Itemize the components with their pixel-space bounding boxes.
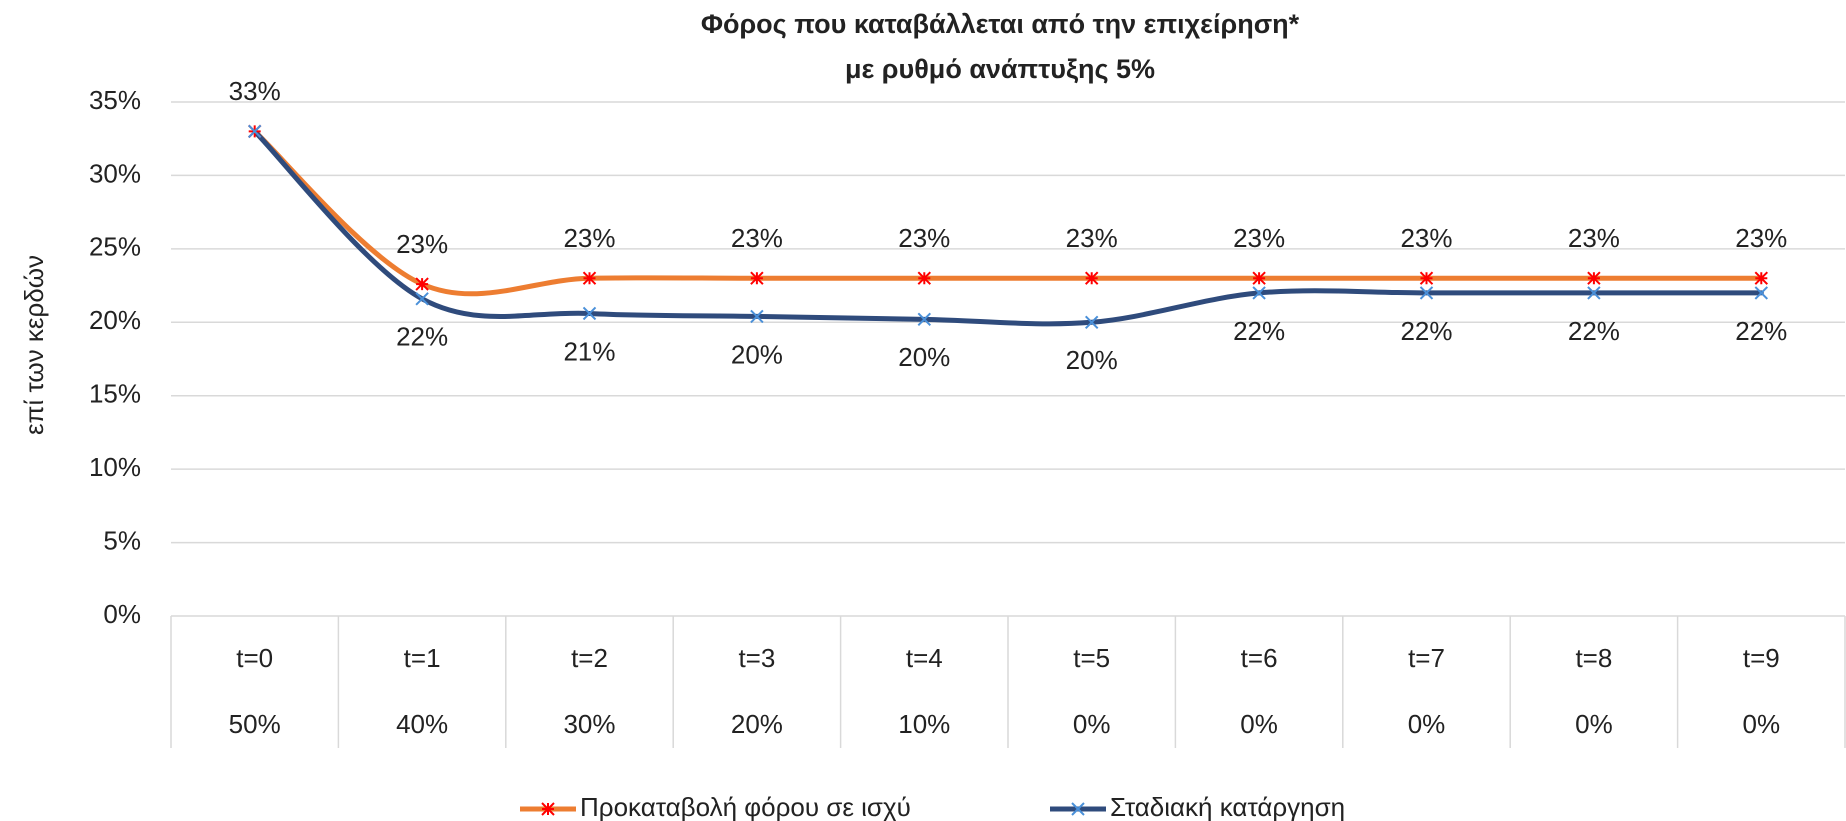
data-label: 33%	[229, 76, 281, 106]
marker	[247, 124, 262, 139]
x-sub-label: 0%	[1743, 709, 1781, 739]
data-label: 23%	[563, 223, 615, 253]
y-axis-title: επί των κερδών	[19, 255, 49, 435]
marker	[1252, 271, 1266, 285]
x-tick-label: t=1	[404, 643, 441, 673]
x-sub-label: 40%	[396, 709, 448, 739]
marker	[1754, 286, 1769, 300]
legend-marker	[541, 802, 555, 816]
data-label: 23%	[1233, 223, 1285, 253]
marker	[1754, 271, 1769, 285]
x-sub-label: 10%	[898, 709, 950, 739]
x-tick-label: t=9	[1743, 643, 1780, 673]
data-label: 23%	[731, 223, 783, 253]
marker	[750, 309, 764, 324]
data-label: 22%	[396, 322, 448, 352]
series-line	[252, 128, 1764, 327]
x-tick-label: t=3	[738, 643, 775, 673]
chart-title: Φόρος που καταβάλλεται από την επιχείρησ…	[701, 9, 1300, 39]
marker	[1419, 286, 1434, 300]
y-tick-label: 0%	[103, 599, 141, 629]
marker	[1587, 286, 1601, 300]
marker	[1252, 286, 1266, 300]
x-sub-label: 20%	[731, 709, 783, 739]
y-tick-label: 30%	[89, 158, 141, 188]
x-tick-label: t=6	[1241, 643, 1278, 673]
data-label: 21%	[563, 336, 615, 366]
data-label: 22%	[1735, 316, 1787, 346]
y-tick-label: 35%	[89, 85, 141, 115]
marker	[1587, 271, 1601, 285]
x-sub-label: 0%	[1240, 709, 1278, 739]
data-label: 23%	[898, 223, 950, 253]
data-label: 23%	[1066, 223, 1118, 253]
y-tick-label: 20%	[89, 305, 141, 335]
x-sub-label: 30%	[563, 709, 615, 739]
x-sub-label: 0%	[1073, 709, 1111, 739]
x-tick-label: t=7	[1408, 643, 1445, 673]
marker	[1084, 271, 1099, 285]
y-tick-label: 10%	[89, 452, 141, 482]
x-tick-label: t=4	[906, 643, 943, 673]
marker	[415, 277, 429, 291]
data-label: 22%	[1568, 316, 1620, 346]
y-tick-label: 15%	[89, 379, 141, 409]
marker	[1084, 315, 1099, 329]
marker	[582, 306, 597, 321]
data-label: 22%	[1400, 316, 1452, 346]
x-sub-label: 50%	[229, 709, 281, 739]
marker	[415, 292, 429, 306]
marker	[1419, 271, 1434, 285]
data-label: 23%	[1735, 223, 1787, 253]
x-tick-label: t=5	[1073, 643, 1110, 673]
series-line	[252, 128, 1764, 297]
marker	[750, 271, 764, 285]
chart-subtitle: με ρυθμό ανάπτυξης 5%	[845, 54, 1155, 84]
marker	[917, 271, 932, 285]
x-tick-label: t=2	[571, 643, 608, 673]
x-sub-label: 0%	[1408, 709, 1446, 739]
marker	[582, 271, 597, 285]
y-tick-label: 25%	[89, 232, 141, 262]
data-label: 23%	[396, 229, 448, 259]
legend-label: Προκαταβολή φόρου σε ισχύ	[580, 792, 911, 821]
data-label: 23%	[1400, 223, 1452, 253]
x-tick-label: t=8	[1575, 643, 1612, 673]
data-label: 20%	[1066, 345, 1118, 375]
legend-marker	[1071, 802, 1085, 816]
data-label: 20%	[731, 339, 783, 369]
x-sub-label: 0%	[1575, 709, 1613, 739]
data-label: 20%	[898, 342, 950, 372]
legend-label: Σταδιακή κατάργηση	[1110, 792, 1345, 821]
data-label: 23%	[1568, 223, 1620, 253]
marker	[917, 312, 932, 327]
y-tick-label: 5%	[103, 525, 141, 555]
x-tick-label: t=0	[236, 643, 273, 673]
data-label: 22%	[1233, 316, 1285, 346]
